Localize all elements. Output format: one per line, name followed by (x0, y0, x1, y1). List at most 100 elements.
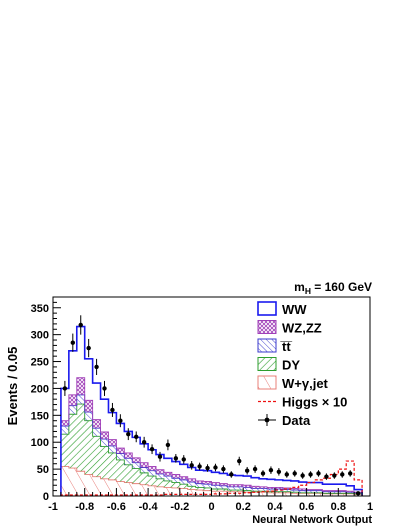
bar-w-jet-11 (148, 485, 157, 496)
bar-w-jet-14 (171, 487, 180, 496)
x-tick-label: 0.8 (331, 501, 346, 513)
bar-t-t-26 (266, 489, 275, 492)
y-tick-label: 300 (31, 330, 49, 342)
bar-w-jet-23 (243, 492, 252, 496)
y-tick-label: 350 (31, 303, 49, 315)
x-tick-label: 1 (367, 501, 373, 513)
bar-wz-zz-23 (243, 485, 252, 488)
legend-label-wz-zz: WZ,ZZ (282, 321, 322, 336)
bar-t-t-22 (235, 486, 244, 491)
bar-w-jet-10 (140, 484, 149, 496)
legend-swatch-wz-zz (257, 320, 277, 334)
y-tick-label: 100 (31, 437, 49, 449)
bar-w-jet-34 (330, 493, 339, 496)
x-tick-label: 0.2 (236, 501, 251, 513)
bar-dy-27 (274, 491, 283, 493)
bar-t-t-17 (195, 483, 204, 488)
x-tick-label: 0.6 (299, 501, 314, 513)
bar-t-t-29 (290, 490, 299, 493)
bar-t-t-8 (124, 458, 133, 465)
data-point-16 (189, 463, 194, 468)
data-point-30 (300, 473, 305, 478)
legend-entry-higgs-10: Higgs × 10 (258, 395, 347, 410)
bar-wz-zz-5 (100, 431, 109, 439)
bar-wz-zz-13 (163, 472, 172, 477)
data-point-31 (308, 472, 313, 477)
data-point-8 (126, 431, 131, 437)
bar-t-t-20 (219, 485, 228, 490)
data-point-26 (268, 467, 274, 473)
bar-wz-zz-7 (116, 448, 125, 454)
bar-dy-26 (266, 491, 275, 493)
bar-w-jet-31 (306, 493, 315, 496)
bar-wz-zz-2 (76, 377, 85, 395)
bar-t-t-19 (211, 485, 220, 490)
bar-wz-zz-1 (68, 394, 77, 406)
bar-wz-zz-18 (203, 481, 212, 485)
bar-dy-5 (100, 446, 109, 479)
bar-wz-zz-24 (251, 486, 260, 489)
bar-w-jet-15 (179, 488, 188, 496)
data-point-32 (316, 471, 321, 476)
series-ww (60, 325, 363, 496)
bar-w-jet-17 (195, 490, 204, 496)
bar-wz-zz-16 (187, 478, 196, 483)
data-point-21 (229, 472, 234, 477)
bar-w-jet-0 (60, 466, 69, 496)
bar-wz-zz-14 (171, 474, 180, 479)
bar-wz-zz-26 (266, 487, 275, 490)
bar-w-jet-30 (298, 493, 307, 496)
bar-t-t-25 (259, 488, 267, 492)
data-point-27 (276, 469, 282, 474)
bar-w-jet-2 (76, 471, 85, 496)
bar-t-t-28 (282, 489, 291, 492)
bar-t-t-33 (322, 491, 331, 494)
bar-wz-zz-29 (290, 488, 299, 491)
bar-w-jet-27 (274, 492, 283, 496)
bar-w-jet-16 (187, 489, 196, 496)
bar-dy-2 (76, 404, 85, 472)
data-point-29 (292, 471, 297, 476)
bar-wz-zz-4 (92, 419, 101, 429)
y-axis-label: Events / 0.05 (5, 347, 20, 426)
bar-t-t-9 (132, 462, 141, 469)
data-point-10 (141, 440, 147, 445)
bar-w-jet-8 (124, 482, 133, 496)
series-data (62, 315, 361, 496)
bar-wz-zz-19 (211, 482, 220, 486)
bar-t-t-5 (100, 438, 109, 447)
legend-swatch-dy (257, 357, 277, 371)
bar-dy-15 (179, 484, 188, 489)
legend-entry-t-t: t̅t̅ (257, 338, 292, 354)
bar-t-t-36 (346, 492, 355, 494)
x-tick-label: -1 (48, 501, 58, 513)
data-point-2 (78, 322, 83, 328)
bar-t-t-6 (108, 445, 117, 453)
data-point-1 (70, 340, 76, 345)
bar-dy-4 (92, 436, 101, 477)
bar-w-jet-4 (92, 476, 101, 496)
bar-t-t-23 (243, 487, 252, 491)
data-point-9 (134, 434, 139, 440)
data-point-4 (94, 364, 99, 370)
bar-w-jet-25 (259, 492, 267, 496)
data-point-37 (355, 491, 361, 496)
x-axis-label: Neural Network Output (252, 514, 372, 526)
bar-wz-zz-33 (322, 490, 331, 492)
bar-wz-zz-30 (298, 489, 307, 491)
bar-w-jet-13 (163, 487, 172, 496)
legend-swatch-w-jet (257, 375, 277, 390)
bar-dy-19 (211, 489, 220, 492)
data-point-23 (244, 468, 250, 473)
bar-t-t-3 (84, 412, 93, 421)
bar-wz-zz-32 (314, 489, 323, 491)
bar-t-t-13 (163, 476, 172, 481)
bar-wz-zz-25 (259, 486, 267, 489)
bar-wz-zz-22 (235, 484, 244, 487)
legend-label-higgs-10: Higgs × 10 (282, 395, 347, 410)
legend: WW WZ,ZZ t̅t̅ DY W+γ,jet Higgs × 10 Data (257, 301, 347, 428)
legend-label-t-t: t̅t̅ (280, 339, 292, 354)
data-point-20 (221, 466, 226, 472)
bar-wz-zz-31 (306, 489, 315, 491)
